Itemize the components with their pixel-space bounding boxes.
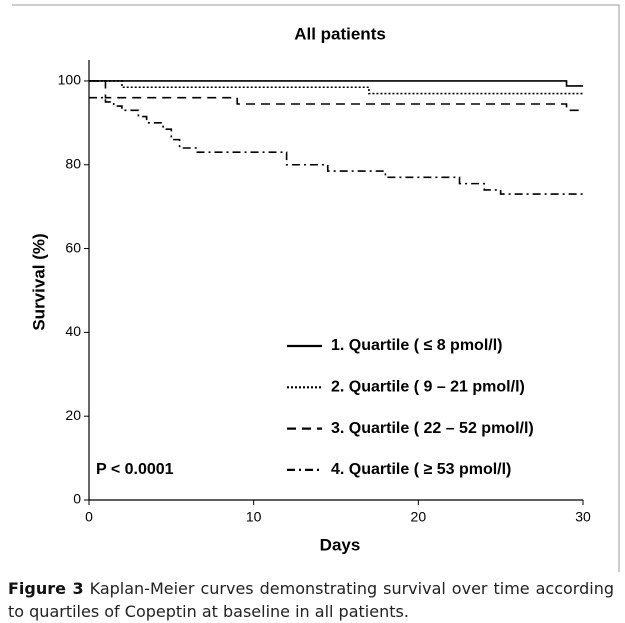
caption-text: Kaplan-Meier curves demonstrating surviv…	[8, 579, 614, 621]
y-tick-label: 100	[58, 72, 82, 88]
survival-curve	[89, 96, 583, 195]
y-tick-label: 20	[65, 407, 81, 423]
legend-label: 4. Quartile ( ≥ 53 pmol/l)	[331, 461, 511, 478]
caption: Figure 3 Kaplan-Meier curves demonstrati…	[8, 577, 614, 623]
survival-curve	[89, 80, 583, 95]
y-tick-label: 80	[65, 155, 81, 171]
x-tick-label: 0	[85, 509, 93, 525]
chart-title: All patients	[294, 24, 386, 43]
frame	[12, 4, 620, 572]
caption-label: Figure 3	[8, 579, 84, 598]
x-tick-label: 20	[411, 509, 427, 525]
y-tick-label: 0	[73, 491, 81, 507]
x-tick-label: 10	[246, 509, 262, 525]
survival-curve	[89, 80, 583, 112]
y-axis-label: Survival (%)	[29, 233, 48, 330]
chart: All patients Days Survival (%) P < 0.000…	[12, 4, 620, 572]
legend-label: 1. Quartile ( ≤ 8 pmol/l)	[331, 337, 502, 354]
legend-label: 2. Quartile ( 9 – 21 pmol/l)	[331, 379, 525, 396]
y-tick-label: 40	[65, 323, 81, 339]
x-axis-label: Days	[320, 535, 361, 554]
legend-label: 3. Quartile ( 22 – 52 pmol/l)	[331, 420, 534, 437]
y-tick-label: 60	[65, 239, 81, 255]
survival-curve	[89, 80, 583, 87]
x-tick-label: 30	[575, 509, 591, 525]
p-value: P < 0.0001	[96, 461, 174, 478]
